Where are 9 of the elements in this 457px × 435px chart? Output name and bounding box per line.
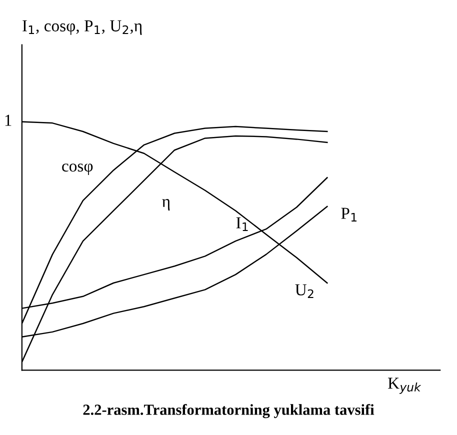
series-label: η: [162, 199, 170, 210]
series-label: P$_{1}$: [341, 208, 356, 222]
x-axis-title: K$_{yuk}$: [388, 378, 422, 394]
series-label: I$_{1}$: [236, 217, 248, 232]
annotation: 1: [5, 114, 12, 126]
series-label: U$_{2}$: [295, 284, 314, 298]
series-label: cosφ: [62, 164, 93, 176]
text: 2.2-rasm.Transformatorning yuklama tavsifi: [83, 404, 374, 418]
text: I$_{1}$, cosφ, P$_{1}$, U$_{2}$,η: [22, 20, 142, 35]
